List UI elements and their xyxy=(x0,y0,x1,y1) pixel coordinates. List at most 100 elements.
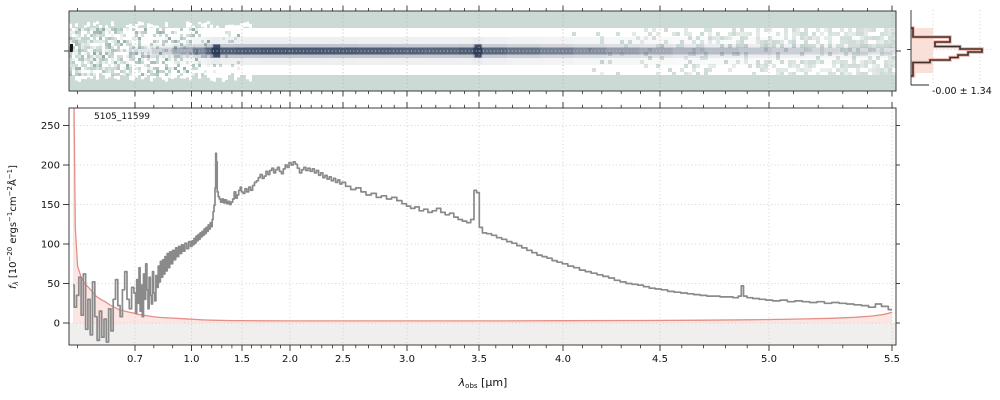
noise-cell xyxy=(87,67,90,70)
noise-cell xyxy=(888,32,892,36)
noise-cell xyxy=(736,32,740,36)
noise-cell xyxy=(712,64,716,68)
noise-cell xyxy=(780,44,784,48)
noise-cell xyxy=(720,36,724,40)
noise-cell xyxy=(192,28,195,31)
noise-cell xyxy=(153,67,156,70)
noise-cell xyxy=(880,52,884,56)
noise-cell xyxy=(848,44,852,48)
noise-cell xyxy=(78,37,81,40)
noise-cell xyxy=(183,52,186,55)
noise-cell xyxy=(90,75,93,79)
noise-cell xyxy=(804,32,808,36)
noise-cell xyxy=(808,68,812,72)
spectrum-2d-panel xyxy=(64,5,901,97)
spectrum-1d-panel: 0.7 1.0 1.5 2.0 2.5 3.0 3.5 4.0 4.5 5.0 5.5 0 50 100 1… xyxy=(41,102,900,365)
noise-cell xyxy=(772,64,776,68)
noise-cell xyxy=(177,64,180,67)
noise-cell xyxy=(93,37,96,40)
noise-cell xyxy=(804,28,808,32)
noise-cell xyxy=(872,68,876,72)
noise-cell xyxy=(804,40,808,44)
noise-cell xyxy=(129,58,132,61)
noise-cell xyxy=(644,36,648,40)
noise-cell xyxy=(892,64,896,68)
noise-cell xyxy=(228,40,231,43)
noise-cell xyxy=(126,73,129,76)
noise-cell xyxy=(144,46,147,49)
noise-cell xyxy=(836,56,840,60)
noise-cell xyxy=(195,67,198,70)
noise-cell xyxy=(84,49,87,52)
noise-cell xyxy=(784,48,788,52)
noise-cell xyxy=(96,28,99,31)
noise-cell xyxy=(111,34,114,37)
noise-cell xyxy=(72,49,75,52)
noise-cell xyxy=(888,64,892,68)
noise-cell xyxy=(99,43,102,46)
noise-cell xyxy=(165,64,168,67)
noise-cell xyxy=(102,67,105,70)
noise-cell xyxy=(138,31,141,34)
noise-cell xyxy=(111,73,114,76)
noise-cell xyxy=(126,55,129,58)
noise-cell xyxy=(180,55,183,58)
noise-cell xyxy=(114,67,117,70)
noise-cell xyxy=(800,36,804,40)
noise-cell xyxy=(876,56,880,60)
noise-cell xyxy=(880,40,884,44)
noise-cell xyxy=(150,46,153,49)
noise-cell xyxy=(114,61,117,64)
noise-cell xyxy=(888,36,892,40)
noise-cell xyxy=(75,23,78,27)
noise-cell xyxy=(78,49,81,52)
noise-cell xyxy=(123,67,126,70)
noise-cell xyxy=(72,52,75,55)
noise-cell xyxy=(816,72,820,76)
noise-cell xyxy=(864,32,868,36)
noise-cell xyxy=(652,36,656,40)
noise-cell xyxy=(222,75,225,82)
noise-cell xyxy=(243,22,246,27)
noise-cell xyxy=(816,60,820,64)
noise-cell xyxy=(174,67,177,70)
noise-cell xyxy=(892,60,896,64)
noise-cell xyxy=(75,34,78,37)
noise-cell xyxy=(84,73,87,76)
noise-cell xyxy=(204,70,207,73)
noise-cell xyxy=(856,52,860,56)
noise-cell xyxy=(788,64,792,68)
noise-cell xyxy=(114,43,117,46)
noise-cell xyxy=(231,40,234,43)
noise-cell xyxy=(237,67,240,70)
noise-cell xyxy=(99,67,102,70)
x-tick-label: 5.5 xyxy=(884,354,900,365)
noise-cell xyxy=(692,64,696,68)
noise-cell xyxy=(748,32,752,36)
noise-cell xyxy=(776,40,780,44)
uncertainty-line xyxy=(73,108,893,322)
noise-cell xyxy=(111,46,114,49)
noise-cell xyxy=(72,61,75,64)
below-zero-band xyxy=(69,323,896,345)
noise-cell xyxy=(99,52,102,55)
noise-cell xyxy=(760,68,764,72)
noise-cell xyxy=(174,31,177,34)
noise-cell xyxy=(93,73,96,76)
noise-cell xyxy=(69,70,72,73)
noise-cell xyxy=(864,36,868,40)
noise-cell xyxy=(860,52,864,56)
noise-cell xyxy=(744,32,748,36)
noise-cell xyxy=(90,58,93,61)
noise-cell xyxy=(860,36,864,40)
noise-cell xyxy=(111,55,114,58)
noise-cell xyxy=(219,64,222,67)
noise-cell xyxy=(756,28,760,32)
noise-cell xyxy=(111,49,114,52)
y-tick-label: 50 xyxy=(47,279,60,290)
noise-cell xyxy=(171,67,174,70)
noise-cell xyxy=(884,68,888,72)
noise-cell xyxy=(78,34,81,37)
trace-core xyxy=(705,47,739,55)
noise-cell xyxy=(784,28,788,32)
